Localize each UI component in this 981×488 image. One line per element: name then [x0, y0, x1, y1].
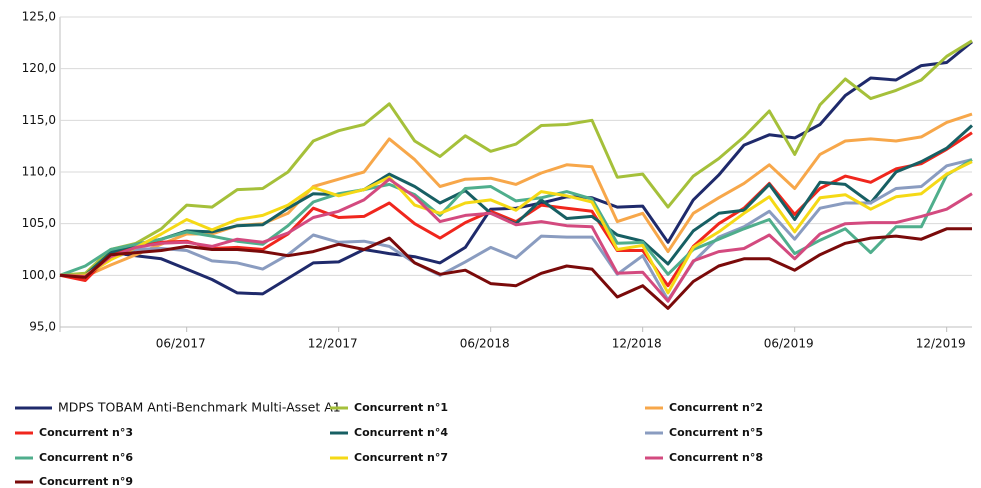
y-tick-label: 95,0: [29, 320, 56, 334]
y-tick-label: 125,0: [22, 10, 56, 24]
x-tick-label: 12/2018: [612, 337, 662, 351]
legend-label: Concurrent n°6: [39, 451, 133, 464]
y-tick-label: 105,0: [22, 216, 56, 230]
x-tick-label: 06/2018: [460, 337, 510, 351]
series-line: [60, 158, 973, 302]
legend-label: MDPS TOBAM Anti-Benchmark Multi-Asset A1: [58, 400, 341, 415]
series-line: [59, 40, 973, 296]
x-tick-label: 06/2017: [156, 337, 206, 351]
legend-label: Concurrent n°9: [39, 475, 133, 488]
y-tick-label: 120,0: [22, 61, 56, 75]
series-line: [60, 160, 973, 295]
legend-label: Concurrent n°4: [354, 426, 448, 439]
y-tick-label: 115,0: [22, 113, 56, 127]
legend-label: Concurrent n°5: [669, 426, 763, 439]
x-tick-label: 12/2019: [916, 337, 966, 351]
legend-label: Concurrent n°1: [354, 401, 448, 414]
series-line: [59, 112, 973, 278]
series-line: [59, 39, 973, 277]
legend-label: Concurrent n°8: [669, 451, 763, 464]
x-tick-label: 06/2019: [764, 337, 814, 351]
legend-label: Concurrent n°7: [354, 451, 448, 464]
legend-label: Concurrent n°3: [39, 426, 133, 439]
legend-label: Concurrent n°2: [669, 401, 763, 414]
series-line: [59, 227, 972, 310]
series-line: [59, 177, 973, 303]
series-line: [59, 158, 973, 277]
y-tick-label: 100,0: [22, 268, 56, 282]
y-tick-label: 110,0: [22, 165, 56, 179]
x-tick-label: 12/2017: [308, 337, 358, 351]
